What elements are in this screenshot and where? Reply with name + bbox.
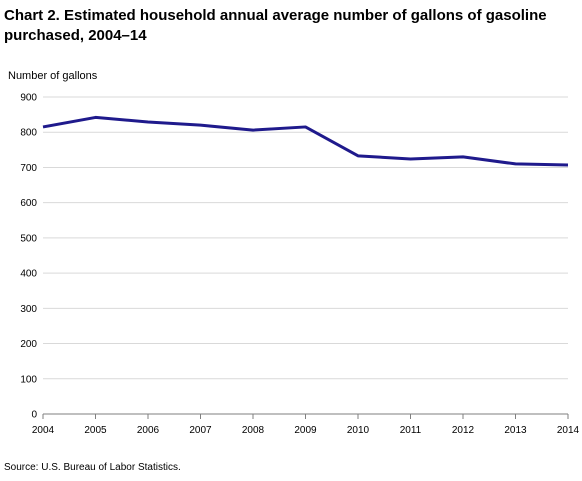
series-line-0 <box>42 115 569 167</box>
y-axis-label: Number of gallons <box>8 70 98 82</box>
x-tick-label-2008: 2008 <box>242 425 265 436</box>
x-tick-label-2010: 2010 <box>347 425 370 436</box>
x-tick-labels: 2004 2005 2006 2007 2008 2009 2010 2011 2012 2013… <box>32 425 580 436</box>
x-tick-label-2013: 2013 <box>504 425 527 436</box>
x-tick-label-2005: 2005 <box>84 425 107 436</box>
x-tick-label-2011: 2011 <box>400 425 422 436</box>
x-tick-label-2004: 2004 <box>32 425 55 436</box>
y-tick-label-800: 800 <box>20 128 37 139</box>
x-tick-label-2014: 2014 <box>557 425 580 436</box>
x-tick-label-2012: 2012 <box>452 425 475 436</box>
axes <box>42 413 569 419</box>
y-tick-label-600: 600 <box>20 198 37 209</box>
series-layer <box>42 115 569 167</box>
y-tick-label-200: 200 <box>20 339 37 350</box>
y-tick-label-900: 900 <box>20 93 37 104</box>
y-tick-label-300: 300 <box>20 304 37 315</box>
x-tick-label-2007: 2007 <box>189 425 212 436</box>
chart-title: Chart 2. Estimated household annual aver… <box>4 7 547 44</box>
x-tick-label-2006: 2006 <box>137 425 160 436</box>
y-tick-label-500: 500 <box>20 233 37 244</box>
y-tick-label-0: 0 <box>31 410 37 421</box>
y-tick-label-400: 400 <box>20 269 37 280</box>
source-note: Source: U.S. Bureau of Labor Statistics. <box>4 462 181 473</box>
y-tick-label-700: 700 <box>20 163 37 174</box>
y-tick-label-100: 100 <box>20 374 37 385</box>
y-tick-labels: 0 100 200 300 400 500 600 700 800 900 <box>20 93 37 421</box>
gridlines <box>43 96 568 380</box>
x-tick-label-2009: 2009 <box>294 425 317 436</box>
